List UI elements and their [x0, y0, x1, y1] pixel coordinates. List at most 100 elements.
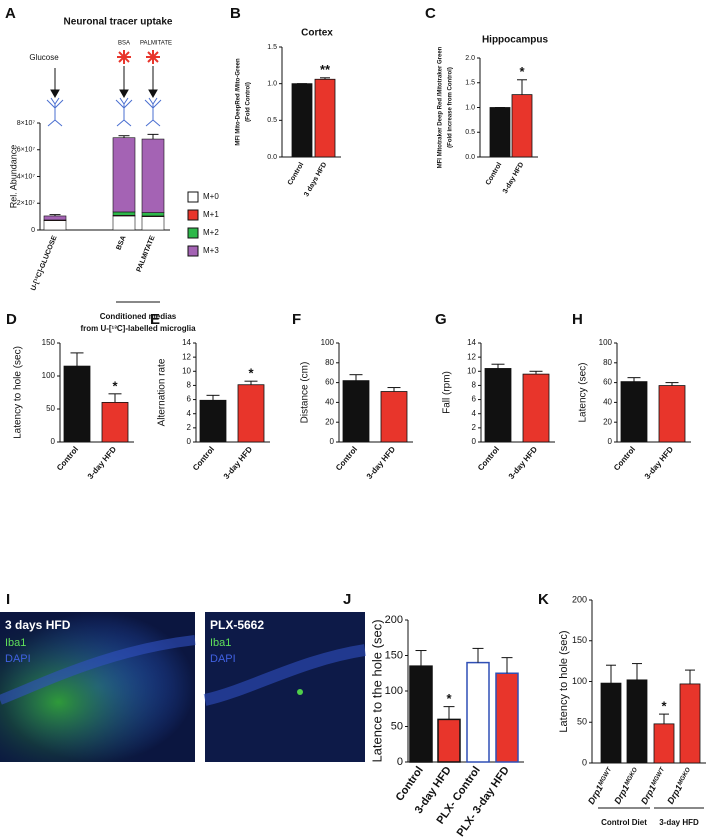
group-label: 3-day HFD — [659, 818, 699, 827]
significance: * — [446, 691, 452, 706]
y-tick-label: 2 — [187, 423, 192, 432]
y-axis-label: Distance (cm) — [300, 362, 311, 424]
y-tick-label: 150 — [572, 635, 587, 645]
schematic-label: PALMITATE — [140, 41, 172, 47]
neuron-icon — [46, 97, 162, 127]
y-axis-label: Latency (sec) — [578, 362, 589, 422]
group-label: Control Diet — [601, 818, 647, 827]
micrograph: 3 days HFD Iba1 DAPI — [0, 612, 196, 762]
chart-title: Hippocampus — [482, 35, 549, 46]
bar-segment — [141, 138, 165, 213]
x-tick-label: 3 days HFD — [303, 161, 328, 198]
y-tick-label: 6 — [187, 395, 192, 404]
significance: ** — [320, 62, 331, 77]
x-tick-label: Control — [485, 161, 504, 186]
y-tick-label: 8 — [187, 381, 192, 390]
y-axis-label: Latence to the hole (sec) — [369, 619, 384, 762]
x-tick-label: PLX- 3-day HFD — [455, 764, 512, 839]
arrow-head — [119, 89, 129, 99]
bar-segment — [43, 215, 67, 221]
schematic-label: BSA — [118, 41, 130, 47]
legend-swatch — [187, 227, 199, 239]
x-tick-label: 3-day HFD — [86, 445, 118, 481]
y-tick-label: 14 — [467, 338, 476, 347]
bar-segment — [141, 212, 165, 217]
x-tick-label: U-[¹³C]-GLUCOSE — [30, 235, 59, 292]
y-tick-label: 0.0 — [267, 154, 277, 161]
y-axis-label: (Fold increase from Control) — [448, 67, 454, 148]
y-tick-label: 100 — [42, 371, 56, 380]
y-tick-label: 4 — [187, 409, 192, 418]
x-tick-label: Control — [287, 161, 306, 186]
panel-letter: H — [572, 311, 583, 328]
y-tick-label: 100 — [572, 676, 587, 686]
y-axis-label: Rel. Abundance — [8, 145, 18, 209]
arrow-head — [148, 89, 158, 99]
chart-title: Cortex — [301, 28, 333, 39]
legend-label: M+1 — [203, 210, 219, 219]
x-tick-label: Drp1ᴹᴳᴷᴼ — [612, 766, 641, 806]
x-tick-label: Drp1ᴹᴳᵂᵀ — [586, 765, 615, 806]
y-tick-label: 100 — [385, 685, 403, 697]
x-tick-label: PALMITATE — [136, 235, 157, 274]
y-tick-label: 50 — [46, 404, 55, 413]
y-tick-label: 20 — [603, 417, 612, 426]
x-tick-label: Drp1ᴹᴳᵂᵀ — [639, 765, 668, 806]
legend-label: M+3 — [203, 246, 219, 255]
stain-label: Iba1 — [5, 637, 26, 649]
y-tick-label: 20 — [325, 417, 334, 426]
y-tick-label: 1.0 — [267, 81, 277, 88]
y-tick-label: 0 — [31, 227, 35, 234]
group-label: Conditioned medias — [100, 312, 177, 321]
legend-swatch — [187, 209, 199, 221]
y-tick-label: 4 — [472, 409, 477, 418]
panel-letter: E — [150, 311, 160, 328]
y-tick-label: 0 — [397, 756, 403, 768]
chart-title: Neuronal tracer uptake — [64, 17, 173, 28]
significance: * — [112, 378, 118, 393]
y-tick-label: 6×10⁷ — [17, 147, 36, 154]
panel-letter: G — [435, 311, 447, 328]
panel-letter: K — [538, 591, 549, 608]
bar — [484, 368, 512, 443]
y-axis-label: MFI Mitotraker Deep Red /Mitotraker Gree… — [438, 46, 444, 168]
y-tick-label: 0 — [582, 757, 587, 767]
y-tick-label: 1.0 — [465, 104, 475, 111]
panel-letter: F — [292, 311, 301, 328]
y-tick-label: 1.5 — [267, 44, 277, 51]
image-title: PLX-5662 — [210, 618, 264, 632]
y-tick-label: 2.0 — [465, 55, 475, 62]
y-tick-label: 10 — [182, 366, 191, 375]
x-tick-label: 3-day HFD — [643, 445, 675, 481]
y-tick-label: 80 — [603, 358, 612, 367]
micrograph-layer — [0, 635, 196, 705]
microglia-icon — [117, 50, 160, 64]
y-tick-label: 0 — [51, 437, 56, 446]
x-tick-label: Control — [191, 445, 216, 473]
y-tick-label: 0 — [330, 437, 335, 446]
y-tick-label: 50 — [391, 720, 403, 732]
y-axis-label: Alternation rate — [157, 358, 168, 426]
y-tick-label: 60 — [603, 378, 612, 387]
bar — [489, 107, 511, 158]
y-tick-label: 14 — [182, 338, 191, 347]
y-tick-label: 2×10⁷ — [17, 200, 36, 207]
schematic-label: Glucose — [29, 53, 59, 62]
x-tick-label: 3-day HFD — [507, 445, 539, 481]
x-tick-label: 3-day HFD — [365, 445, 397, 481]
bar — [342, 380, 370, 443]
y-tick-label: 0.5 — [267, 117, 277, 124]
x-tick-label: Control — [476, 445, 501, 473]
x-tick-label: Control — [612, 445, 637, 473]
y-tick-label: 100 — [599, 338, 613, 347]
bar — [600, 682, 622, 764]
y-tick-label: 8×10⁷ — [17, 120, 36, 127]
y-tick-label: 0 — [187, 437, 192, 446]
y-tick-label: 60 — [325, 378, 334, 387]
y-axis-label: Latency to hole (sec) — [13, 346, 24, 439]
y-tick-label: 10 — [467, 366, 476, 375]
bar-segment — [112, 215, 136, 231]
significance: * — [519, 64, 525, 79]
stain-label: Iba1 — [210, 637, 231, 649]
